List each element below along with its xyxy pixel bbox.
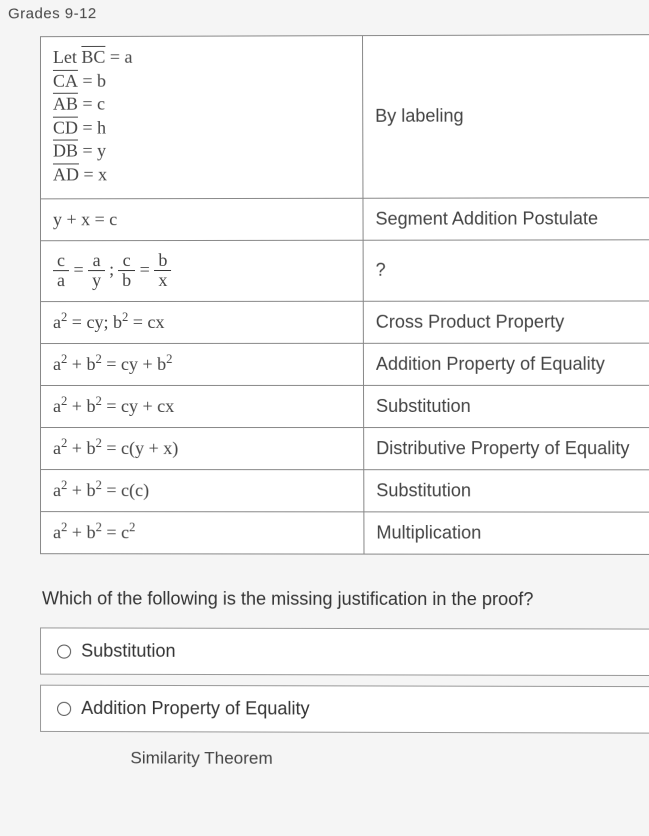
statement-cell: a2 + b2 = c(c) [41,470,364,512]
statement-cell: a2 = cy; b2 = cx [41,301,364,343]
cutoff-option: Similarity Theorem [40,742,649,770]
statement-cell: a2 + b2 = cy + cx [41,386,364,428]
reason-cell: Segment Addition Postulate [363,197,649,240]
table-row: a2 = cy; b2 = cxCross Product Property [41,301,649,344]
table-row: Let BC = aCA = bAB = cCD = hDB = yAD = x… [40,35,649,199]
statement-cell: ca = ay;cb = bx [40,240,363,302]
table-row: a2 + b2 = cy + cxSubstitution [41,385,649,427]
table-row: y + x = cSegment Addition Postulate [40,197,649,240]
table-row: ca = ay;cb = bx? [40,239,649,301]
reason-cell: Addition Property of Equality [363,343,649,385]
answer-option[interactable]: Addition Property of Equality [40,685,649,734]
options-list: Substitution Addition Property of Equalit… [40,628,649,734]
reason-cell: Cross Product Property [363,301,649,343]
table-row: a2 + b2 = c(y + x)Distributive Property … [41,428,649,470]
statement-cell: y + x = c [40,198,362,240]
statement-cell: Let BC = aCA = bAB = cCD = hDB = yAD = x [40,36,362,199]
page-header: Grades 9-12 [0,0,649,26]
question-prompt: Which of the following is the missing ju… [40,588,649,610]
table-row: a2 + b2 = cy + b2Addition Property of Eq… [41,343,649,385]
option-label: Addition Property of Equality [81,698,309,720]
statement-cell: a2 + b2 = c(y + x) [41,428,364,470]
table-row: a2 + b2 = c(c)Substitution [41,470,649,513]
proof-tbody: Let BC = aCA = bAB = cCD = hDB = yAD = x… [40,35,649,555]
radio-icon [57,644,71,658]
reason-cell: Distributive Property of Equality [364,428,649,470]
radio-icon [57,701,71,715]
answer-option[interactable]: Substitution [40,628,649,677]
statement-cell: a2 + b2 = c2 [41,512,364,554]
statement-cell: a2 + b2 = cy + b2 [41,343,364,385]
option-label: Substitution [81,641,175,662]
reason-cell: By labeling [362,35,649,198]
reason-cell: Multiplication [364,512,649,555]
content: Let BC = aCA = bAB = cCD = hDB = yAD = x… [0,24,649,770]
reason-cell: ? [363,239,649,301]
reason-cell: Substitution [364,470,649,512]
proof-table: Let BC = aCA = bAB = cCD = hDB = yAD = x… [40,34,649,555]
table-row: a2 + b2 = c2Multiplication [41,512,649,555]
reason-cell: Substitution [363,385,649,427]
